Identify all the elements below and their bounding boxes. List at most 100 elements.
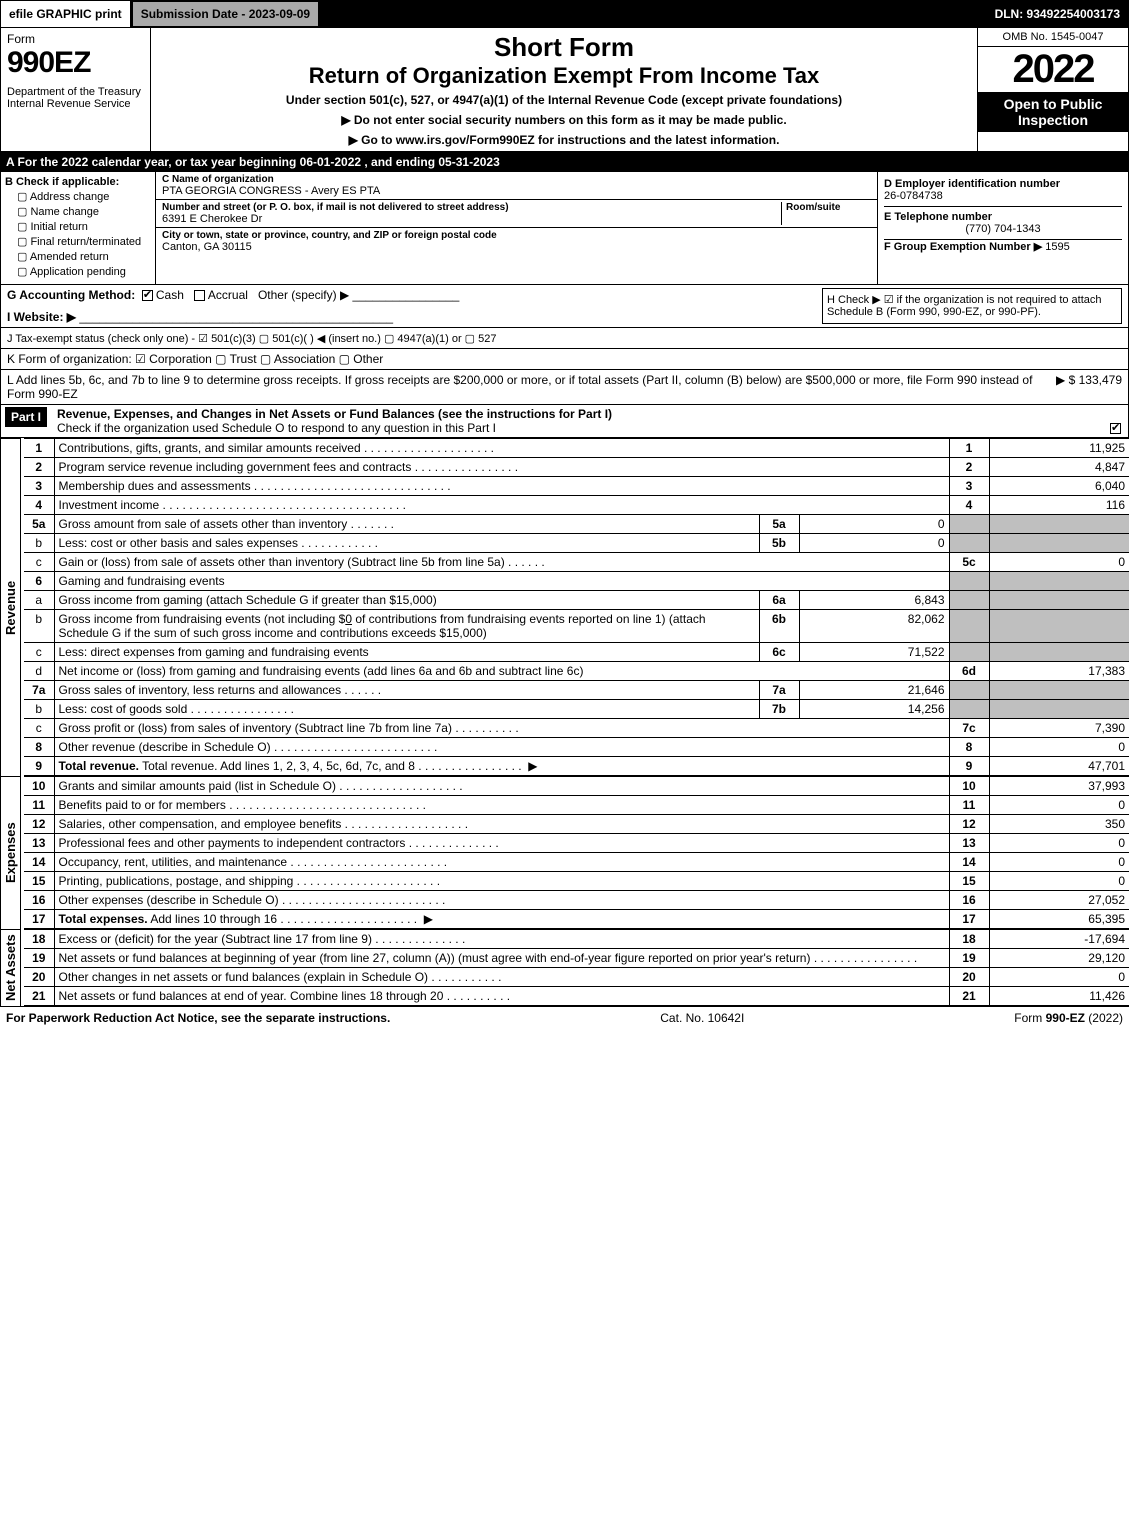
open-to-public: Open to Public Inspection — [978, 92, 1128, 132]
tax-year: 2022 — [978, 47, 1128, 92]
part-i-check: Check if the organization used Schedule … — [57, 421, 496, 435]
part-i-title: Revenue, Expenses, and Changes in Net As… — [57, 407, 612, 421]
ln-6: 6 — [24, 572, 54, 591]
city-state-zip: Canton, GA 30115 — [162, 241, 871, 253]
j-text: J Tax-exempt status (check only one) - ☑… — [7, 333, 496, 345]
val-15: 0 — [989, 872, 1129, 891]
efile-print[interactable]: efile GRAPHIC print — [1, 1, 132, 27]
other-specify: Other (specify) ▶ — [258, 288, 349, 302]
row-a-tax-year: A For the 2022 calendar year, or tax yea… — [0, 152, 1129, 172]
short-form: Short Form — [159, 32, 969, 63]
h-schedule-b: H Check ▶ ☑ if the organization is not r… — [822, 288, 1122, 324]
ln-6d: d — [24, 662, 54, 681]
col-c-org-info: C Name of organization PTA GEORGIA CONGR… — [156, 172, 878, 284]
val-9: 47,701 — [989, 757, 1129, 776]
header-left: Form 990EZ Department of the Treasury In… — [1, 28, 151, 151]
chk-initial-return[interactable]: Initial return — [17, 220, 151, 233]
street-address: 6391 E Cherokee Dr — [162, 213, 781, 225]
val-20: 0 — [989, 968, 1129, 987]
ln-20: 20 — [24, 968, 54, 987]
telephone-block: E Telephone number (770) 704-1343 — [884, 207, 1122, 240]
header-mid: Short Form Return of Organization Exempt… — [151, 28, 978, 151]
ln-11: 11 — [24, 796, 54, 815]
val-4: 116 — [989, 496, 1129, 515]
website-label: I Website: ▶ — [7, 310, 76, 324]
form-word: Form — [7, 32, 144, 46]
val-6a: 6,843 — [799, 591, 949, 610]
street-label: Number and street (or P. O. box, if mail… — [162, 202, 781, 213]
ln-5a: 5a — [24, 515, 54, 534]
dept-treasury: Department of the Treasury — [7, 86, 144, 98]
chk-accrual[interactable] — [194, 290, 205, 301]
chk-name-change[interactable]: Name change — [17, 205, 151, 218]
org-id-section: B Check if applicable: Address change Na… — [0, 172, 1129, 285]
ein-value: 26-0784738 — [884, 190, 1122, 202]
revenue-vlabel: Revenue — [0, 438, 21, 776]
val-2: 4,847 — [989, 458, 1129, 477]
val-12: 350 — [989, 815, 1129, 834]
note-ssn: ▶ Do not enter social security numbers o… — [159, 113, 969, 127]
val-5c: 0 — [989, 553, 1129, 572]
omb-number: OMB No. 1545-0047 — [978, 28, 1128, 47]
form-title: Return of Organization Exempt From Incom… — [159, 63, 969, 89]
telephone-value: (770) 704-1343 — [884, 223, 1122, 235]
part-i-badge: Part I — [5, 407, 47, 427]
ln-6c: c — [24, 643, 54, 662]
val-7b: 14,256 — [799, 700, 949, 719]
chk-address-change[interactable]: Address change — [17, 190, 151, 203]
org-name-label: C Name of organization — [162, 174, 871, 185]
ln-5c: c — [24, 553, 54, 572]
ln-10: 10 — [24, 777, 54, 796]
ln-18: 18 — [24, 930, 54, 949]
col-b-checkboxes: B Check if applicable: Address change Na… — [1, 172, 156, 284]
l-amount: ▶ $ 133,479 — [1056, 373, 1122, 401]
chk-cash[interactable] — [142, 290, 153, 301]
ln-17: 17 — [24, 910, 54, 929]
val-14: 0 — [989, 853, 1129, 872]
val-16: 27,052 — [989, 891, 1129, 910]
ein-label: D Employer identification number — [884, 178, 1122, 190]
part-i-header: Part I Revenue, Expenses, and Changes in… — [0, 405, 1129, 438]
footer-cat: Cat. No. 10642I — [660, 1011, 744, 1025]
chk-final-return[interactable]: Final return/terminated — [17, 235, 151, 248]
ln-7b: b — [24, 700, 54, 719]
accounting-method: G Accounting Method: Cash Accrual Other … — [7, 288, 822, 324]
col-d-identifiers: D Employer identification number 26-0784… — [878, 172, 1128, 284]
top-bar: efile GRAPHIC print Submission Date - 20… — [0, 0, 1129, 28]
row-k-form-org: K Form of organization: ☑ Corporation ▢ … — [0, 349, 1129, 370]
city-block: City or town, state or province, country… — [156, 228, 877, 255]
ln-21: 21 — [24, 987, 54, 1006]
ln-16: 16 — [24, 891, 54, 910]
form-header: Form 990EZ Department of the Treasury In… — [0, 28, 1129, 152]
group-exemption-block: F Group Exemption Number ▶ 1595 — [884, 240, 1122, 253]
street-block: Number and street (or P. O. box, if mail… — [156, 200, 877, 228]
note-url[interactable]: ▶ Go to www.irs.gov/Form990EZ for instru… — [159, 133, 969, 147]
ln-1: 1 — [24, 439, 54, 458]
group-exemption-label: F Group Exemption Number ▶ — [884, 241, 1042, 253]
netassets-table: 18Excess or (deficit) for the year (Subt… — [24, 929, 1129, 1006]
val-3: 6,040 — [989, 477, 1129, 496]
netassets-section: Net Assets 18Excess or (deficit) for the… — [0, 929, 1129, 1006]
b-header: B Check if applicable: — [5, 176, 119, 188]
ein-block: D Employer identification number 26-0784… — [884, 174, 1122, 207]
submission-date: Submission Date - 2023-09-09 — [132, 1, 319, 27]
netassets-vlabel: Net Assets — [0, 929, 21, 1006]
val-6b: 82,062 — [799, 610, 949, 643]
ln-4: 4 — [24, 496, 54, 515]
val-8: 0 — [989, 738, 1129, 757]
val-21: 11,426 — [989, 987, 1129, 1006]
val-11: 0 — [989, 796, 1129, 815]
revenue-section: Revenue 1Contributions, gifts, grants, a… — [0, 438, 1129, 776]
chk-schedule-o[interactable] — [1110, 423, 1121, 434]
dln: DLN: 93492254003173 — [987, 1, 1128, 27]
val-7a: 21,646 — [799, 681, 949, 700]
val-6c: 71,522 — [799, 643, 949, 662]
expenses-table: 10Grants and similar amounts paid (list … — [24, 776, 1129, 929]
chk-application-pending[interactable]: Application pending — [17, 265, 151, 278]
header-right: OMB No. 1545-0047 2022 Open to Public In… — [978, 28, 1128, 151]
ln-2: 2 — [24, 458, 54, 477]
val-5b: 0 — [799, 534, 949, 553]
city-label: City or town, state or province, country… — [162, 230, 871, 241]
revenue-table: 1Contributions, gifts, grants, and simil… — [24, 438, 1129, 776]
chk-amended-return[interactable]: Amended return — [17, 250, 151, 263]
